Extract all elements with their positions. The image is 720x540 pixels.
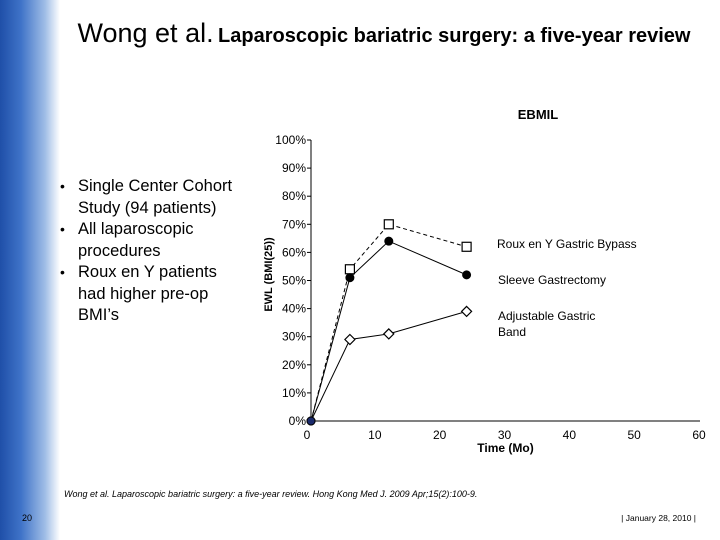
label-band-line1: Adjustable Gastric (498, 309, 595, 323)
data-point (344, 333, 356, 346)
data-point (345, 273, 355, 283)
label-roux-en-y: Roux en Y Gastric Bypass (497, 237, 637, 251)
data-point (383, 219, 394, 230)
y-tick-label: 0% (289, 414, 307, 428)
y-axis-ticks: 0% 10% 20% 30% 40% 50% 60% 70% 80% 90% 100% (275, 133, 311, 428)
y-tick-label: 40% (282, 302, 306, 316)
bullet-item: All laparoscopic procedures (58, 219, 243, 262)
y-tick-label: 50% (282, 274, 306, 288)
data-point (306, 416, 316, 426)
label-band-line2: Band (498, 325, 526, 339)
citation: Wong et al. Laparoscopic bariatric surge… (64, 489, 478, 499)
x-axis-label: Time (Mo) (477, 441, 533, 455)
bullet-item: Roux en Y patients had higher pre-op BMI… (58, 262, 243, 327)
page-number: 20 (22, 513, 33, 523)
y-tick-label: 20% (282, 358, 306, 372)
title-author: Wong et al. (77, 18, 214, 48)
bullet-item: Single Center Cohort Study (94 patients) (58, 176, 243, 219)
y-tick-label: 100% (275, 133, 306, 147)
series-line (310, 240, 467, 422)
x-tick-label: 30 (498, 428, 512, 442)
sidebar-gradient-band (0, 0, 60, 540)
y-tick-label: 70% (282, 217, 306, 231)
x-tick-label: 0 (304, 428, 311, 442)
data-point (344, 264, 355, 275)
bullet-list: Single Center Cohort Study (94 patients)… (58, 176, 243, 327)
x-tick-label: 50 (627, 428, 641, 442)
y-axis-label: EWL (BMI(25)) (263, 237, 275, 312)
series-lines (310, 223, 467, 422)
series-markers (306, 219, 473, 426)
y-tick-label: 90% (282, 161, 306, 175)
x-tick-label: 40 (563, 428, 577, 442)
y-tick-label: 80% (282, 189, 306, 203)
y-tick-label: 10% (282, 386, 306, 400)
x-axis-ticks: 0 10 20 30 40 50 60 (304, 428, 706, 442)
data-point (384, 236, 394, 246)
y-tick-label: 30% (282, 330, 306, 344)
y-tick-label: 60% (282, 245, 306, 259)
series-line (310, 223, 467, 422)
x-tick-label: 10 (368, 428, 382, 442)
data-point (382, 328, 395, 340)
x-tick-label: 60 (692, 428, 706, 442)
label-sleeve: Sleeve Gastrectomy (498, 273, 606, 287)
chart-title: EBMIL (518, 107, 559, 122)
x-tick-label: 20 (433, 428, 447, 442)
data-point (460, 305, 473, 318)
series-line (310, 310, 467, 422)
slide-title: Wong et al. Laparoscopic bariatric surge… (64, 18, 704, 53)
footer-date: | January 28, 2010 | (621, 513, 696, 523)
data-point (461, 241, 472, 252)
data-point (462, 270, 472, 280)
title-main: Laparoscopic bariatric surgery: a five-y… (218, 25, 691, 47)
